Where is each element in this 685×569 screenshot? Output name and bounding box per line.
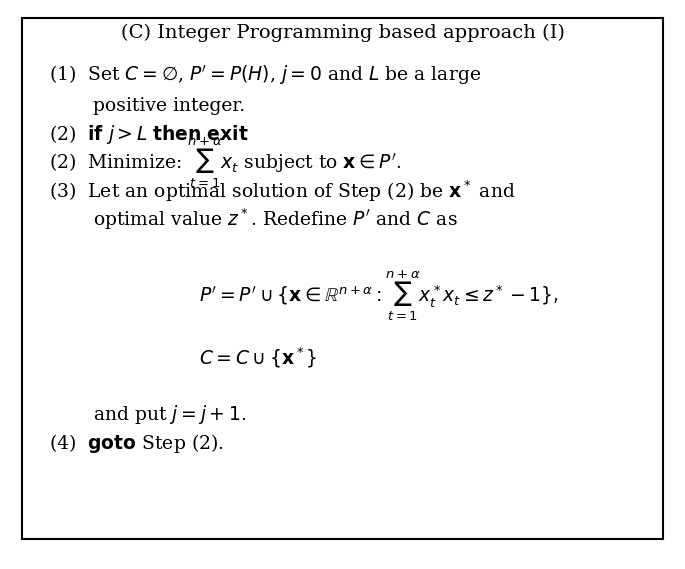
Text: (2)  Minimize: $\sum_{t=1}^{n+\alpha} x_t$ subject to $\mathbf{x} \in P^{\prime}: (2) Minimize: $\sum_{t=1}^{n+\alpha} x_t… [49, 135, 402, 190]
Text: (3)  Let an optimal solution of Step (2) be $\mathbf{x}^*$ and: (3) Let an optimal solution of Step (2) … [49, 178, 516, 204]
Text: (C) Integer Programming based approach (I): (C) Integer Programming based approach (… [121, 23, 564, 42]
FancyBboxPatch shape [22, 18, 663, 539]
Text: $P^{\prime} = P^{\prime} \cup \{\mathbf{x} \in \mathbb{R}^{n+\alpha} : \sum_{t=1: $P^{\prime} = P^{\prime} \cup \{\mathbf{… [199, 269, 559, 323]
Text: and put $j = j + 1$.: and put $j = j + 1$. [93, 403, 247, 426]
Text: (4)  $\mathbf{goto}$ Step (2).: (4) $\mathbf{goto}$ Step (2). [49, 431, 224, 455]
Text: (1)  Set $C = \emptyset$, $P^{\prime} = P(H)$, $j = 0$ and $L$ be a large: (1) Set $C = \emptyset$, $P^{\prime} = P… [49, 63, 482, 87]
Text: (2)  $\mathbf{if}$ $j > L$ $\mathbf{then}$ $\mathbf{exit}$: (2) $\mathbf{if}$ $j > L$ $\mathbf{then}… [49, 123, 249, 146]
Text: $C = C \cup \{\mathbf{x}^*\}$: $C = C \cup \{\mathbf{x}^*\}$ [199, 346, 317, 370]
Text: positive integer.: positive integer. [93, 97, 246, 115]
Text: optimal value $z^*$. Redefine $P^{\prime}$ and $C$ as: optimal value $z^*$. Redefine $P^{\prime… [93, 207, 458, 232]
